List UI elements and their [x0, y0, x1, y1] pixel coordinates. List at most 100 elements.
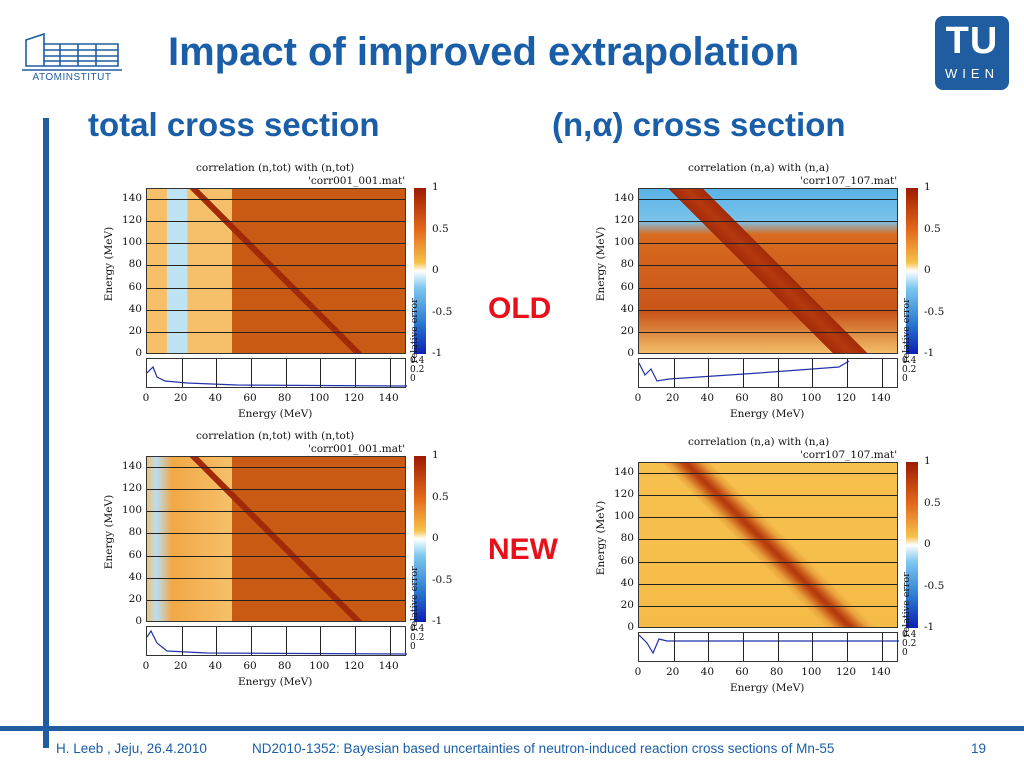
y-tick-label: 120	[121, 482, 142, 495]
plot-old-total: correlation (n,tot) with (n,tot)'corr001…	[96, 160, 466, 420]
y-tick-label: 140	[613, 466, 634, 479]
relative-error-curve	[147, 365, 407, 387]
grid-line	[638, 606, 898, 607]
error-tick-label: 0.2	[410, 633, 425, 643]
relative-error-panel	[146, 626, 407, 656]
y-tick-label: 80	[620, 258, 634, 271]
grid-line	[146, 332, 406, 333]
grid-line	[146, 578, 406, 579]
x-tick-label: 100	[801, 392, 822, 404]
grid-line	[638, 243, 898, 244]
x-axis-label: Energy (MeV)	[730, 408, 805, 420]
error-tick-label: 0.4	[410, 356, 425, 366]
plot-title: correlation (n,tot) with (n,tot)	[196, 430, 355, 442]
plot-filename: 'corr107_107.mat'	[800, 175, 898, 187]
y-tick-label: 140	[121, 192, 142, 205]
x-tick-label: 80	[277, 392, 292, 404]
grid-line	[812, 359, 813, 387]
heatmap-frame	[638, 462, 898, 628]
grid-line	[708, 359, 709, 387]
x-axis-label: Energy (MeV)	[730, 682, 805, 694]
colorbar-tick-label: 0	[924, 538, 931, 550]
x-tick-label: 60	[735, 666, 749, 678]
x-axis-label: Energy (MeV)	[238, 676, 313, 688]
grid-line	[216, 359, 217, 387]
x-tick-label: 40	[700, 392, 715, 404]
y-tick-label: 20	[128, 592, 142, 605]
relative-error-panel	[638, 358, 898, 388]
grid-line	[847, 359, 848, 387]
grid-line	[146, 310, 406, 311]
x-tick-label: 40	[208, 392, 223, 404]
grid-line	[778, 633, 779, 661]
grid-line	[708, 633, 709, 661]
x-tick-label: 20	[665, 666, 680, 678]
x-tick-label: 40	[208, 660, 223, 672]
x-tick-label: 140	[378, 392, 399, 404]
error-axis-label: relative error	[901, 572, 912, 637]
plot-old-nalpha: correlation (n,a) with (n,a)'corr107_107…	[588, 160, 958, 420]
footer-author-date: H. Leeb , Jeju, 26.4.2010	[56, 741, 207, 756]
error-axis-label: relative error	[409, 298, 420, 363]
grid-line	[674, 359, 675, 387]
y-tick-label: 20	[128, 324, 142, 337]
y-tick-label: 80	[128, 258, 142, 271]
error-tick-label: 0.4	[410, 624, 425, 634]
grid-line	[355, 359, 356, 387]
y-tick-label: 120	[613, 488, 634, 501]
y-tick-label: 60	[620, 280, 634, 293]
heatmap-frame	[146, 456, 406, 622]
error-tick-label: 0.2	[902, 365, 917, 375]
grid-line	[638, 199, 898, 200]
grid-line	[638, 539, 898, 540]
x-tick-label: 0	[142, 392, 150, 404]
x-tick-label: 80	[769, 666, 784, 678]
y-tick-label: 100	[121, 236, 142, 249]
y-tick-label: 80	[128, 526, 142, 539]
x-tick-label: 60	[243, 660, 257, 672]
tu-logo-mark: TU	[945, 20, 999, 62]
y-tick-label: 100	[613, 510, 634, 523]
footer-talk-title: ND2010-1352: Bayesian based uncertaintie…	[252, 741, 835, 756]
grid-line	[638, 332, 898, 333]
y-tick-label: 0	[627, 347, 634, 359]
grid-line	[146, 467, 406, 468]
y-tick-label: 40	[128, 570, 142, 583]
error-tick-label: 0.4	[902, 356, 917, 366]
y-axis-label: Energy (MeV)	[595, 226, 608, 302]
tu-wien-logo: TU WIEN	[935, 16, 1009, 90]
x-tick-label: 0	[142, 660, 150, 672]
plot-title: correlation (n,tot) with (n,tot)	[196, 162, 355, 174]
x-tick-label: 140	[870, 666, 891, 678]
x-tick-label: 40	[700, 666, 715, 678]
colorbar-tick-label: 0.5	[432, 222, 449, 235]
correlation-heatmap	[638, 462, 898, 628]
x-tick-label: 0	[634, 392, 642, 404]
grid-line	[847, 633, 848, 661]
x-tick-label: 20	[173, 660, 188, 672]
colorbar-tick-label: -1	[924, 621, 935, 633]
colorbar-tick-label: -0.5	[924, 305, 945, 318]
wien-logo-text: WIEN	[945, 66, 999, 81]
grid-line	[638, 221, 898, 222]
error-tick-label: 0.2	[902, 639, 917, 649]
y-tick-label: 100	[613, 236, 634, 249]
x-tick-label: 20	[665, 392, 680, 404]
label-new: NEW	[488, 533, 558, 566]
y-tick-label: 0	[135, 347, 142, 359]
subtitle-n-alpha-cross-section: (n,α) cross section	[552, 106, 846, 143]
x-tick-label: 140	[378, 660, 399, 672]
y-axis-label: Energy (MeV)	[103, 226, 116, 302]
grid-line	[146, 489, 406, 490]
heatmap-frame	[638, 188, 898, 354]
grid-line	[320, 627, 321, 655]
y-tick-label: 100	[121, 504, 142, 517]
x-tick-label: 20	[173, 392, 188, 404]
plot-filename: 'corr107_107.mat'	[800, 449, 898, 461]
colorbar	[414, 456, 426, 622]
atominstitut-logo: ATOMINSTITUT	[20, 30, 124, 90]
grid-line	[638, 473, 898, 474]
grid-line	[638, 310, 898, 311]
grid-line	[638, 562, 898, 563]
error-tick-label: 0	[410, 374, 416, 384]
